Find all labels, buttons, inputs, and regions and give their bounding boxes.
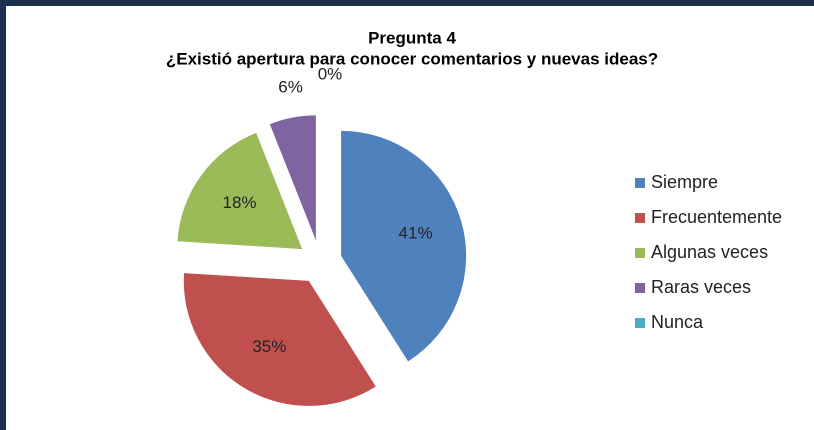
legend-swatch xyxy=(635,213,645,223)
legend-swatch xyxy=(635,318,645,328)
chart-title: Pregunta 4 xyxy=(368,28,456,47)
pie-slice xyxy=(341,130,467,362)
data-label: 35% xyxy=(252,337,286,356)
data-label: 6% xyxy=(278,77,303,96)
pie-slice xyxy=(183,273,376,406)
legend-label: Algunas veces xyxy=(651,242,768,262)
legend-swatch xyxy=(635,283,645,293)
pie-slice xyxy=(269,115,316,241)
data-label: 0% xyxy=(318,64,343,83)
legend-label: Nunca xyxy=(651,312,704,332)
data-label: 18% xyxy=(222,193,256,212)
legend-swatch xyxy=(635,178,645,188)
data-label: 41% xyxy=(399,224,433,243)
legend-label: Raras veces xyxy=(651,277,751,297)
legend-label: Siempre xyxy=(651,172,718,192)
legend-swatch xyxy=(635,248,645,258)
chart-subtitle: ¿Existió apertura para conocer comentari… xyxy=(166,49,658,68)
legend-label: Frecuentemente xyxy=(651,207,782,227)
pie-slice xyxy=(177,132,303,250)
